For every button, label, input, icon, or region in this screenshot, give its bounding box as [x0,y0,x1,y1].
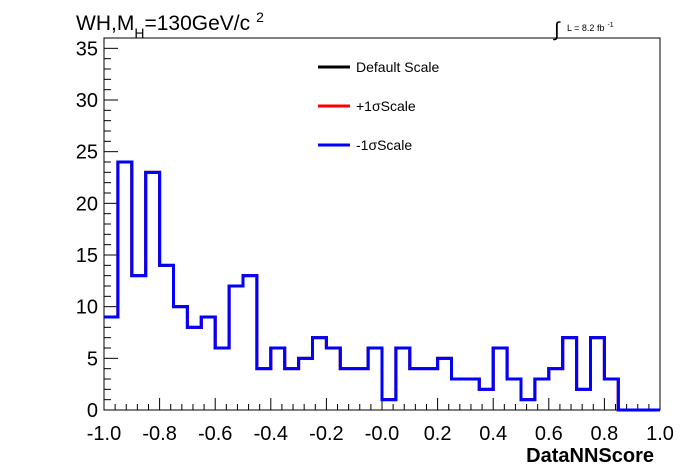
x-tick-label: -0.8 [142,423,176,445]
chart-title: WH,MH=130GeV/c 2 [76,9,264,41]
legend-label-plus-sigma: +1σScale [356,98,416,114]
legend-label-default: Default Scale [356,59,439,75]
y-tick-label: 0 [87,400,98,422]
y-tick-label: 5 [87,348,98,370]
y-tick-label: 10 [76,297,98,319]
legend: Default Scale +1σScale -1σScale [318,59,439,153]
x-axis: -1.0 -0.8 -0.6 -0.4 -0.2 -0.0 0.2 0.4 0.6 0.8 1.0 [87,398,674,445]
legend-label-minus-sigma: -1σScale [356,137,412,153]
x-tick-label: 1.0 [646,423,674,445]
x-tick-label: 0.8 [590,423,618,445]
x-tick-label: -0.0 [365,423,399,445]
y-tick-label: 20 [76,193,98,215]
legend-entry-default: Default Scale [318,59,439,75]
lumi-integral-sign: ∫ [553,19,561,41]
title-prefix: WH,M [76,12,134,35]
x-tick-label: -0.4 [254,423,288,445]
x-axis-label: DataNNScore [526,445,654,467]
title-subscript: H [134,25,144,41]
legend-entry-plus-sigma: +1σScale [318,98,416,114]
x-tick-label: -1.0 [87,423,121,445]
x-tick-label: -0.2 [309,423,343,445]
x-tick-label: 0.2 [424,423,452,445]
y-tick-label: 25 [76,142,98,164]
x-tick-label: -0.6 [198,423,232,445]
lumi-text: L = 8.2 fb [567,23,604,33]
y-tick-label: 35 [76,38,98,60]
series-minus-sigma-scale [104,160,660,412]
legend-entry-minus-sigma: -1σScale [318,137,412,153]
y-axis: 0 5 10 15 20 25 30 35 [76,37,118,422]
lumi-superscript: -1 [607,22,613,29]
lumi-label: L = 8.2 fb -1 [567,22,614,33]
y-tick-label: 15 [76,245,98,267]
title-value: =130GeV/c [144,12,250,35]
series-group [104,160,660,412]
x-tick-label: 0.6 [535,423,563,445]
y-tick-label: 30 [76,90,98,112]
title-superscript: 2 [256,9,264,25]
x-tick-label: 0.4 [479,423,507,445]
